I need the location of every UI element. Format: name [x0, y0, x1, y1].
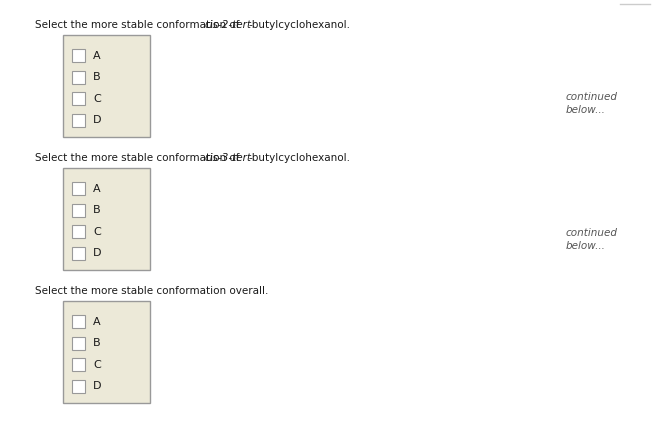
- FancyBboxPatch shape: [72, 204, 85, 217]
- FancyBboxPatch shape: [72, 49, 85, 62]
- Text: continued
below...: continued below...: [566, 92, 618, 115]
- Text: C: C: [93, 360, 101, 370]
- Text: B: B: [93, 205, 101, 215]
- FancyBboxPatch shape: [63, 35, 150, 137]
- Text: C: C: [93, 227, 101, 237]
- FancyBboxPatch shape: [63, 168, 150, 270]
- FancyBboxPatch shape: [72, 225, 85, 238]
- Text: D: D: [93, 381, 101, 391]
- FancyBboxPatch shape: [72, 92, 85, 105]
- Text: -butylcyclohexanol.: -butylcyclohexanol.: [248, 20, 350, 30]
- Text: Select the more stable conformation of: Select the more stable conformation of: [35, 20, 242, 30]
- Text: continued
below...: continued below...: [566, 228, 618, 251]
- Text: A: A: [93, 51, 101, 61]
- FancyBboxPatch shape: [72, 182, 85, 195]
- FancyBboxPatch shape: [72, 71, 85, 84]
- Text: A: A: [93, 317, 101, 327]
- Text: cis-3-tert: cis-3-tert: [204, 153, 252, 163]
- Text: C: C: [93, 94, 101, 104]
- Text: Select the more stable conformation overall.: Select the more stable conformation over…: [35, 286, 268, 296]
- FancyBboxPatch shape: [72, 315, 85, 328]
- FancyBboxPatch shape: [72, 380, 85, 393]
- FancyBboxPatch shape: [63, 301, 150, 403]
- Text: D: D: [93, 115, 101, 125]
- Text: -butylcyclohexanol.: -butylcyclohexanol.: [248, 153, 350, 163]
- Text: A: A: [93, 184, 101, 194]
- Text: B: B: [93, 72, 101, 82]
- Text: D: D: [93, 248, 101, 258]
- Text: Select the more stable conformation of: Select the more stable conformation of: [35, 153, 242, 163]
- Text: B: B: [93, 338, 101, 348]
- FancyBboxPatch shape: [72, 247, 85, 260]
- FancyBboxPatch shape: [72, 114, 85, 127]
- FancyBboxPatch shape: [72, 337, 85, 350]
- Text: cis-2-tert: cis-2-tert: [204, 20, 252, 30]
- FancyBboxPatch shape: [72, 358, 85, 371]
